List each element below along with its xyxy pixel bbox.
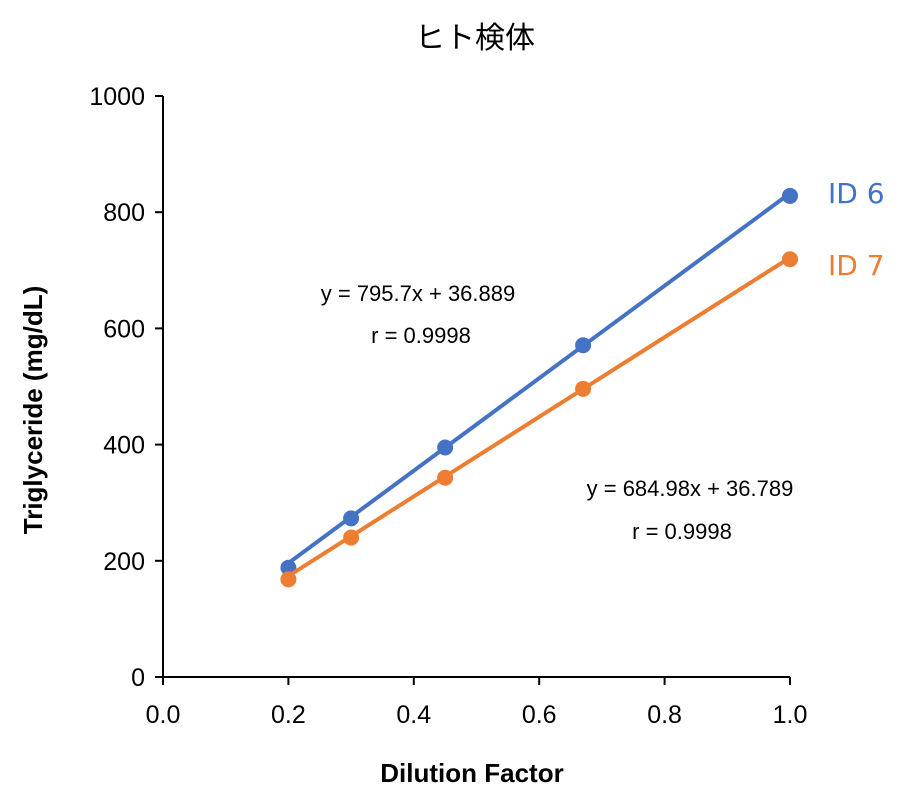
x-tick-label: 1.0 <box>773 701 808 729</box>
y-tick-label: 1000 <box>89 83 145 111</box>
id7-r-value: r = 0.9998 <box>632 519 732 544</box>
x-tick-label: 0.4 <box>396 701 431 729</box>
x-tick-label: 0.6 <box>522 701 557 729</box>
legend-id7: ID 7 <box>828 249 885 282</box>
y-tick-label: 600 <box>103 315 145 343</box>
id7-data-point <box>437 469 454 486</box>
id6-trendline <box>287 191 792 565</box>
id6-data-point <box>437 439 454 456</box>
y-tick-label: 200 <box>103 548 145 576</box>
y-ticks: 0 200 400 600 800 1000 <box>89 83 163 692</box>
id6-data-point <box>575 337 592 354</box>
series-layer <box>280 187 798 588</box>
id7-equation: y = 684.98x + 36.789 <box>587 476 794 501</box>
x-tick-label: 0.8 <box>647 701 682 729</box>
x-tick-label: 0.2 <box>271 701 306 729</box>
id7-data-point <box>782 251 798 268</box>
id7-data-point <box>280 571 297 588</box>
x-ticks: 0.0 0.2 0.4 0.6 0.8 1.0 <box>146 677 808 729</box>
y-axis-title: Triglyceride (mg/dL) <box>18 286 48 535</box>
id6-data-point <box>343 510 360 527</box>
legend-id6: ID 6 <box>828 177 885 210</box>
y-tick-label: 0 <box>131 664 145 692</box>
id7-data-point <box>575 380 592 397</box>
x-tick-label: 0.0 <box>146 701 181 729</box>
id6-r-value: r = 0.9998 <box>371 323 471 348</box>
x-axis-title: Dilution Factor <box>380 758 563 788</box>
y-tick-label: 800 <box>103 199 145 227</box>
id7-data-point <box>343 529 360 546</box>
id6-data-point <box>782 187 798 204</box>
id6-equation: y = 795.7x + 36.889 <box>321 281 516 306</box>
chart-title: ヒト検体 <box>415 21 535 56</box>
id7-trendline <box>287 255 792 578</box>
y-tick-label: 400 <box>103 432 145 460</box>
